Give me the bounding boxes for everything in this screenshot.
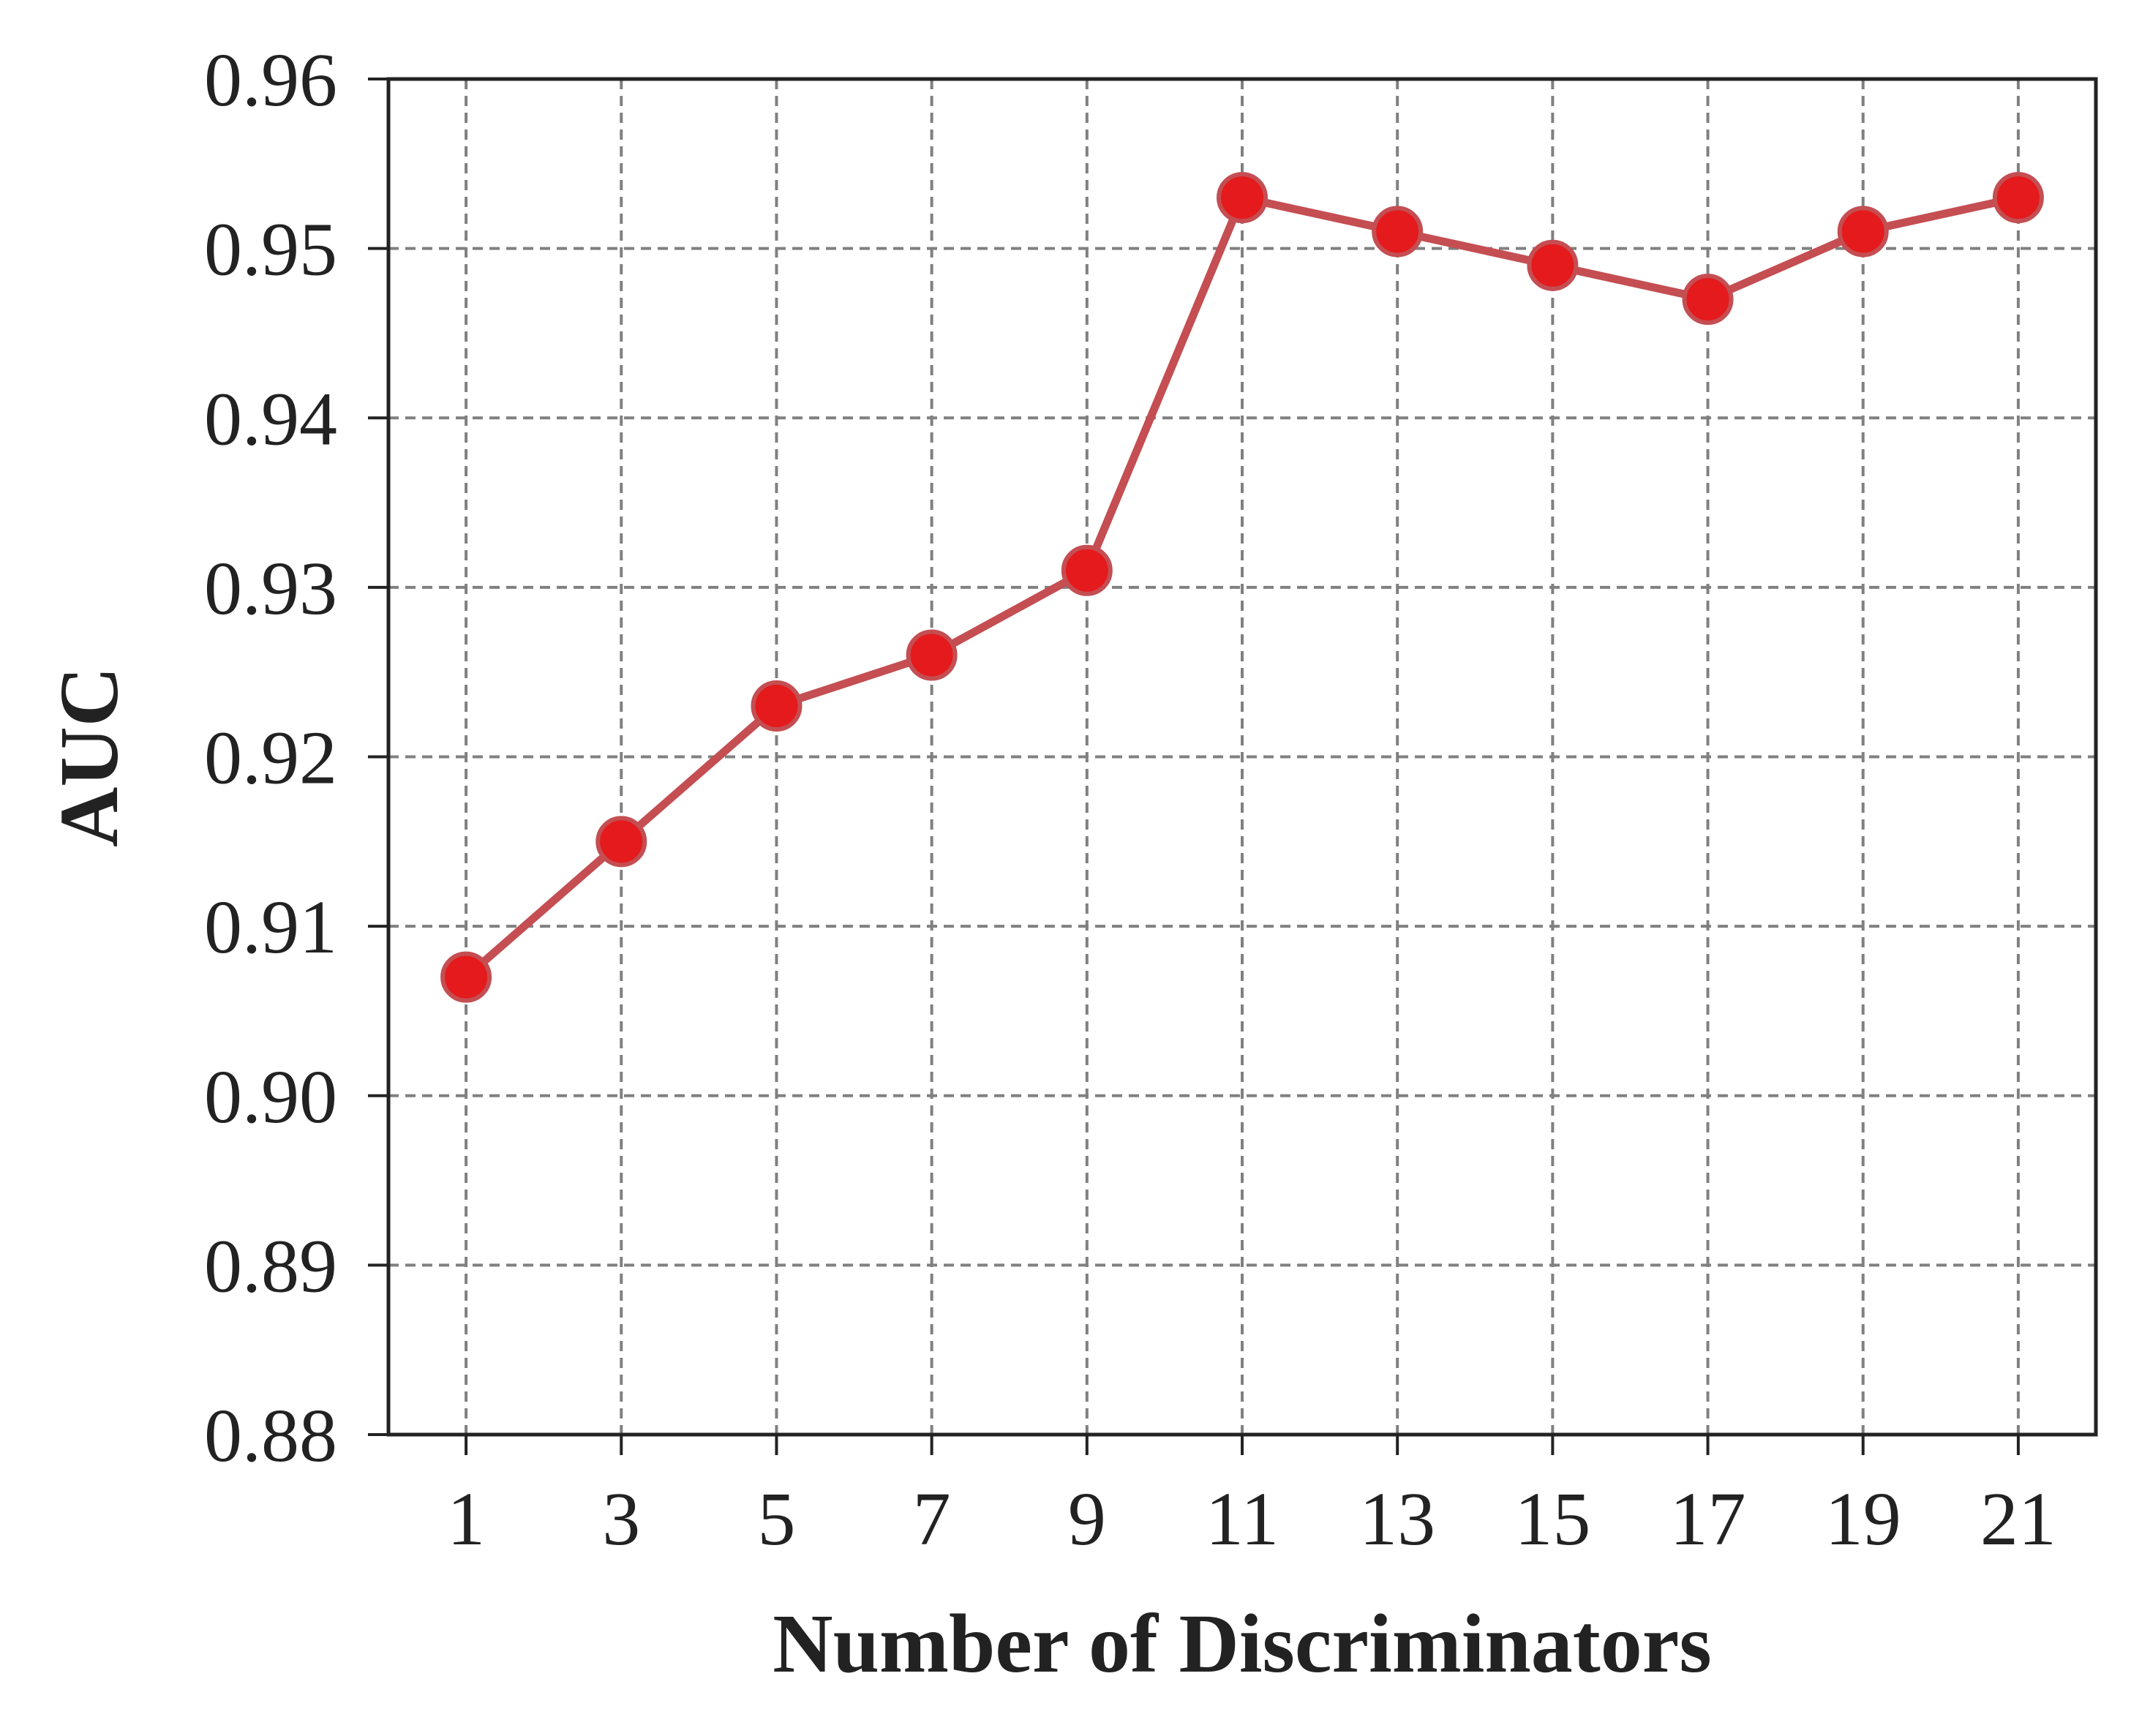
x-tick-label: 9 [1068, 1477, 1106, 1561]
data-point [440, 951, 492, 1003]
x-tick-label: 1 [447, 1477, 485, 1561]
data-point [1527, 239, 1579, 291]
y-tick-label: 0.90 [204, 1055, 337, 1139]
y-tick-label: 0.94 [204, 377, 337, 461]
grid-lines [388, 78, 2096, 1436]
data-point [1217, 172, 1268, 224]
x-tick-label: 11 [1206, 1477, 1279, 1561]
data-point [1372, 206, 1424, 258]
x-tick-label: 15 [1514, 1477, 1590, 1561]
y-tick-label: 0.89 [204, 1224, 337, 1308]
x-tick-label: 5 [757, 1477, 795, 1561]
x-tick-label: 17 [1670, 1477, 1746, 1561]
data-point [906, 629, 958, 681]
x-tick-label: 7 [913, 1477, 951, 1561]
y-tick-label: 0.92 [204, 716, 337, 800]
x-axis-title: Number of Discriminators [773, 1597, 1711, 1690]
data-point [1992, 172, 2044, 224]
x-tick-label: 13 [1359, 1477, 1435, 1561]
x-tick-label: 3 [602, 1477, 640, 1561]
x-tick-label: 21 [1980, 1477, 2056, 1561]
series-layer [440, 172, 2044, 1003]
y-axis-title: AUC [42, 666, 135, 847]
data-point [1837, 206, 1889, 258]
axis-labels: 1 3 5 7 9 11 13 15 17 19 210.880.890.900.910.920.9… [204, 38, 2056, 1561]
y-tick-label: 0.88 [204, 1394, 337, 1478]
y-tick-label: 0.96 [204, 38, 337, 122]
x-tick-label: 19 [1825, 1477, 1901, 1561]
y-tick-label: 0.93 [204, 546, 337, 631]
data-point [751, 680, 803, 732]
y-tick-label: 0.91 [204, 885, 337, 969]
axis-ticks [368, 78, 2020, 1455]
data-point [1061, 544, 1113, 596]
y-tick-label: 0.95 [204, 208, 337, 292]
data-point [595, 816, 647, 868]
data-point [1682, 274, 1734, 326]
